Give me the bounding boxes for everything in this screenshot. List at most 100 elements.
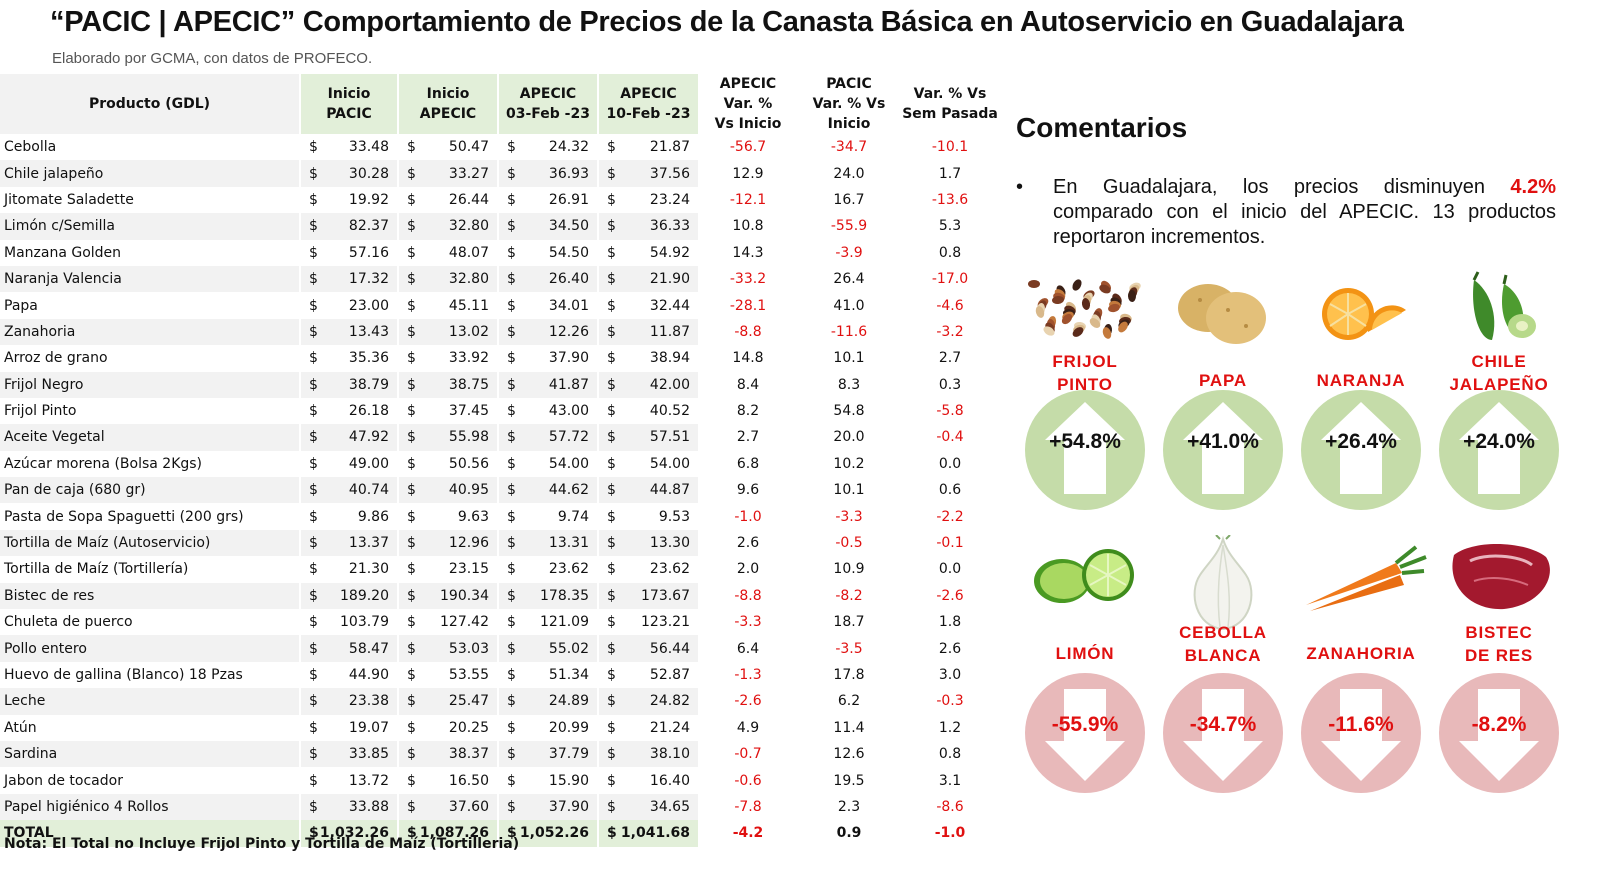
var-pacic: 10.1 xyxy=(798,477,900,504)
product-name: TOTAL xyxy=(0,820,300,847)
price-feb10: $57.51 xyxy=(597,424,698,451)
price-feb03: $12.26 xyxy=(497,318,598,346)
var-sem: 2.7 xyxy=(938,350,962,367)
table-row: Huevo de gallina (Blanco) 18 Pzas $44.90 $… xyxy=(0,661,1000,689)
price-feb03: $34.01 xyxy=(497,292,598,319)
var-pacic: 8.3 xyxy=(798,371,900,398)
price-feb10: $54.00 xyxy=(597,450,698,478)
table-row: Chile jalapeño $30.28 $33.27 $36.93 $37.56 12… xyxy=(0,160,1000,187)
table-row: Frijol Negro $38.79 $38.75 $41.87 $42.00 8.4 8… xyxy=(0,371,1000,398)
price-feb10: $36.33 xyxy=(597,213,698,240)
price-feb03: $23.62 xyxy=(497,556,598,583)
table-body: Cebolla $33.48 $50.47 $24.32 $21.87 -56.7 -34.… xyxy=(0,134,1000,847)
price-inicio-apecic: $127.42 xyxy=(397,609,498,636)
table-row: Zanahoria $13.43 $13.02 $12.26 $11.87 -8.8 -11… xyxy=(0,318,1000,346)
var-pacic: 20.0 xyxy=(798,424,900,451)
var-pacic: -34.7 xyxy=(830,139,868,156)
price-feb03: $24.32 xyxy=(497,134,598,161)
price-feb10: $173.67 xyxy=(597,582,698,610)
table-row: Pollo entero $58.47 $53.03 $55.02 $56.44 6.4-… xyxy=(0,635,1000,662)
price-feb03: $9.74 xyxy=(497,503,598,530)
price-feb03: $26.91 xyxy=(497,186,598,214)
table-row: Leche $23.38 $25.47 $24.89 $24.82 -2.6 6.2 -0.3 xyxy=(0,688,1000,715)
price-inicio-apecic: $45.11 xyxy=(397,292,498,319)
var-pacic: -3.9 xyxy=(835,244,863,261)
table-row: Jabon de tocador $13.72 $16.50 $15.90 $16.40… xyxy=(0,767,1000,794)
product-name: Arroz de grano xyxy=(4,350,108,367)
change-percent: -34.7% xyxy=(1189,713,1257,736)
price-inicio-apecic: $20.25 xyxy=(397,714,498,741)
orange-icon xyxy=(1296,270,1426,355)
product-label: CEBOLLA BLANCA xyxy=(1158,621,1288,667)
price-inicio-apecic: $13.02 xyxy=(397,318,498,346)
var-apecic: -7.8 xyxy=(698,793,798,821)
price-inicio-pacic: $30.28 xyxy=(299,160,398,187)
price-inicio-apecic: $55.98 xyxy=(397,424,498,451)
var-apecic: 2.0 xyxy=(736,561,760,578)
product-name: Azúcar morena (Bolsa 2Kgs) xyxy=(4,455,203,472)
price-feb10: $40.52 xyxy=(597,397,698,425)
product-name: Manzana Golden xyxy=(4,244,122,261)
var-sem: -4.6 xyxy=(936,297,964,314)
price-feb03: $43.00 xyxy=(497,397,598,425)
table-header-row: Producto (GDL) Inicio PACIC Inicio APECIC … xyxy=(0,74,1000,134)
var-pacic: 19.5 xyxy=(833,772,865,789)
var-pacic: 10.9 xyxy=(833,561,865,578)
header-inicio-pacic: Inicio PACIC xyxy=(299,74,398,134)
carrot-icon xyxy=(1296,535,1427,620)
var-apecic: -12.1 xyxy=(729,191,767,208)
table-row: Limón c/Semilla $82.37 $32.80 $34.50 $36.33 1… xyxy=(0,213,1000,240)
product-label-line: PAPA xyxy=(1199,371,1247,390)
price-inicio-pacic: $57.16 xyxy=(299,239,398,266)
change-percent: +54.8% xyxy=(1049,430,1121,453)
price-feb03: $26.40 xyxy=(497,265,598,293)
change-percent: -55.9% xyxy=(1051,713,1119,736)
var-pacic: 10.2 xyxy=(833,455,865,472)
var-apecic: 14.3 xyxy=(732,244,764,261)
price-inicio-apecic: $53.55 xyxy=(397,661,498,689)
product-name: Pollo entero xyxy=(0,635,300,662)
price-inicio-apecic: $37.60 xyxy=(397,793,498,821)
product-name: Tortilla de Maíz (Autoservicio) xyxy=(0,529,300,557)
price-feb03: $54.00 xyxy=(497,450,598,478)
product-label-line: PINTO xyxy=(1057,375,1113,394)
table-row: Naranja Valencia $17.32 $32.80 $26.40 $21.90… xyxy=(0,265,1000,293)
var-pacic: 17.8 xyxy=(833,667,865,683)
var-apecic: 6.4 xyxy=(698,635,798,662)
chile-icon xyxy=(1434,270,1564,355)
price-feb10: $11.87 xyxy=(597,318,698,346)
product-label: LIMÓN xyxy=(1020,642,1150,665)
bullet-icon: • xyxy=(1016,176,1024,198)
price-inicio-apecic: $1,087.26 xyxy=(397,820,498,847)
table-row: Manzana Golden $57.16 $48.07 $54.50 $54.92 14… xyxy=(0,239,1000,266)
table-row: Tortilla de Maíz (Autoservicio) $13.37 $12… xyxy=(0,529,1000,557)
steak-icon xyxy=(1434,535,1564,620)
table-row: Aceite Vegetal $47.92 $55.98 $57.72 $57.51 2.… xyxy=(0,424,1000,451)
change-percent: -8.2% xyxy=(1471,713,1527,736)
var-sem: 1.2 xyxy=(938,719,962,736)
var-apecic: -0.7 xyxy=(698,740,798,768)
var-pacic: 16.7 xyxy=(833,191,865,208)
product-label-line: BISTEC xyxy=(1465,623,1533,642)
decrease-indicator: -55.9% xyxy=(1025,673,1145,793)
price-feb03: $178.35 xyxy=(497,582,598,610)
var-apecic: -8.8 xyxy=(698,582,798,610)
price-inicio-apecic: $26.44 xyxy=(397,186,498,214)
product-name: Papel higiénico 4 Rollos xyxy=(0,793,300,821)
price-feb03: $37.90 xyxy=(497,345,598,372)
product-label-line: CHILE xyxy=(1471,352,1527,371)
table-row: Frijol Pinto $26.18 $37.45 $43.00 $40.52 8.2 5… xyxy=(0,397,1000,425)
header-apecic-03: APECIC 03-Feb -23 xyxy=(497,74,598,134)
product-label: BISTEC DE RES xyxy=(1434,621,1564,667)
product-name: Papa xyxy=(4,297,38,314)
price-feb03: $1,052.26 xyxy=(497,820,598,847)
price-feb03: $55.02 xyxy=(497,635,598,662)
price-inicio-pacic: $21.30 xyxy=(299,556,398,583)
price-inicio-pacic: $23.38 xyxy=(299,688,398,715)
var-sem: 0.3 xyxy=(900,371,1000,398)
price-feb03: $57.72 xyxy=(497,424,598,451)
var-pacic: 6.2 xyxy=(798,688,900,715)
var-apecic: -8.8 xyxy=(698,318,798,346)
var-sem: -8.6 xyxy=(900,793,1000,821)
product-label-line: NARANJA xyxy=(1316,371,1406,390)
